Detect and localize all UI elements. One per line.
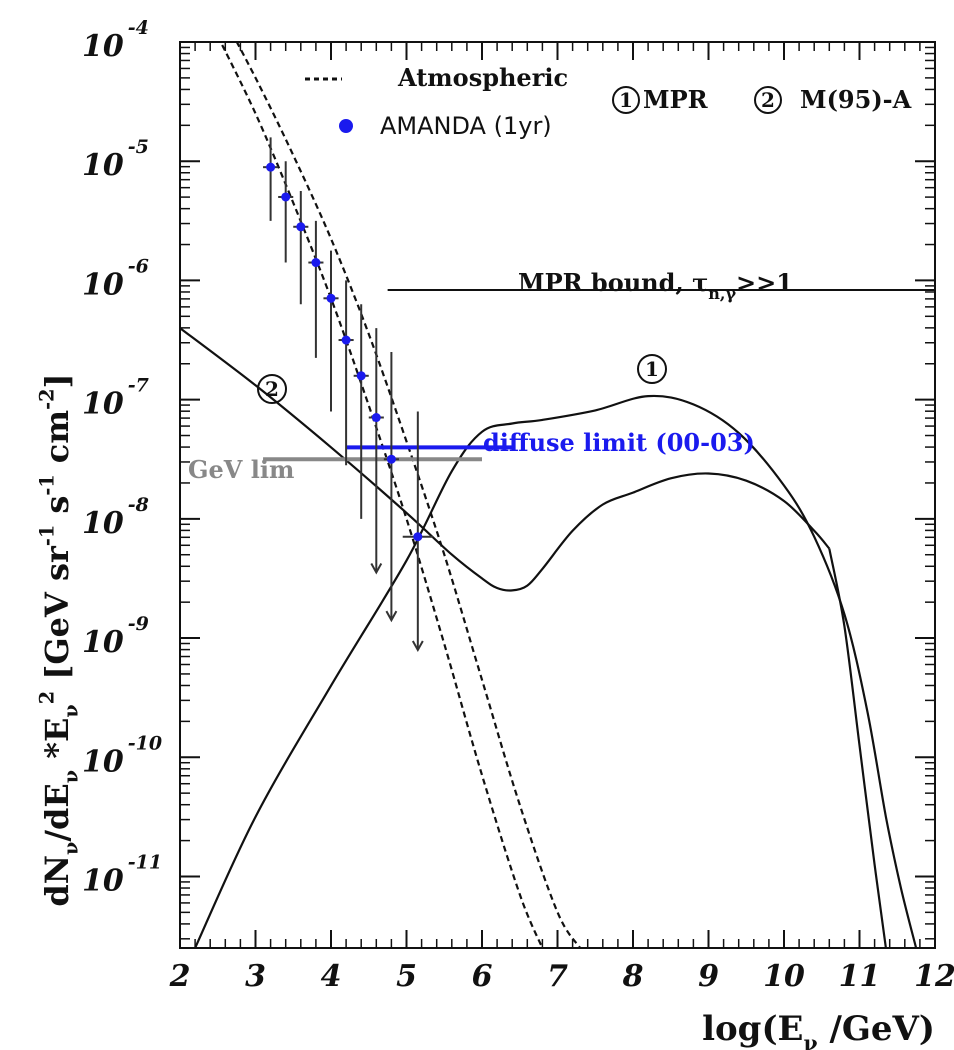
axis-ticks [179,41,936,948]
y-tick-base: 10 [82,29,124,64]
label-text: cm [38,410,76,475]
curve1-marker-circle [637,354,667,384]
y-tick-exponent: -11 [128,851,162,873]
amanda-data-point [266,162,276,172]
label-text: /GeV) [818,1009,935,1049]
y-tick-exponent: -5 [128,136,149,158]
legend-atmospheric-label: Atmospheric [397,63,568,92]
legend-model2-circle [754,86,782,114]
label-subscript: ν [60,770,83,783]
y-tick-base: 10 [82,148,124,183]
y-tick-label: 10-11 [82,851,162,898]
model1-lower-curve [828,548,887,948]
atmospheric-lower-curve [219,42,544,948]
model1-upper-curve [194,394,918,948]
y-tick-label: 10-4 [82,17,149,64]
curve2-marker-number: 2 [265,377,279,401]
legend-amanda-label: AMANDA (1yr) [380,112,552,140]
legend: Atmospheric AMANDA (1yr) 1 MPR 2 M(95)-A [305,63,912,140]
label-subscript: ν [60,842,83,855]
x-tick-label: 9 [698,959,719,994]
y-tick-base: 10 [82,506,124,541]
label-text: [GeV sr [38,545,76,691]
y-tick-exponent: -4 [128,17,149,39]
amanda-data-point [356,371,366,381]
x-tick-label: 6 [472,959,493,994]
label-text: s [38,496,76,525]
x-tick-label: 12 [914,959,954,994]
y-tick-base: 10 [82,387,124,422]
y-tick-exponent: -10 [128,732,162,754]
amanda-data-point [326,293,336,303]
y-tick-exponent: -7 [128,375,149,397]
x-tick-label: 11 [839,959,881,994]
y-tick-label: 10-8 [82,494,149,541]
axis-tick-labels: 2 3 4 5 6 7 8 9 10 11 1210-410-510-610-710-810-910… [82,17,954,994]
label-text: *E [38,718,76,770]
amanda-upper-limit-arrow [411,640,424,653]
x-tick-label: 3 [245,959,266,994]
curve2-marker-circle [257,374,287,404]
y-tick-exponent: -6 [128,255,149,277]
legend-amanda-marker [339,119,353,133]
y-tick-exponent: -8 [128,494,149,516]
amanda-data-point [296,222,306,232]
x-tick-label: 2 [169,959,191,994]
y-tick-label: 10-5 [82,136,149,183]
label-superscript: -2 [36,389,59,410]
y-axis-label: dNν​/dEν​ *Eν​2​ [GeV sr-1​ s-1​ cm-2​] [36,373,83,906]
y-tick-label: 10-6 [82,255,149,302]
amanda-data-points [263,137,433,653]
amanda-data-point [281,192,291,202]
y-tick-base: 10 [82,744,124,779]
x-tick-label: 10 [763,959,805,994]
label-subscript: ν [803,1031,817,1050]
amanda-data-point [371,413,381,423]
y-tick-base: 10 [82,267,124,302]
amanda-data-point [341,335,351,345]
legend-model2-label: M(95)-A [800,85,912,114]
label-text: ] [38,373,76,388]
label-text: /dE [38,783,76,841]
curve1-marker-number: 1 [645,357,659,381]
legend-model1-number: 1 [619,88,633,112]
legend-model1-circle [612,86,640,114]
gev-limit-label: GeV lim [188,455,294,484]
x-tick-label: 5 [396,959,417,994]
x-tick-label: 8 [622,959,644,994]
label-subscript: ν [60,704,83,717]
y-tick-label: 10-10 [82,732,162,779]
x-axis-label: log(Eν​ /GeV) [702,1009,935,1050]
y-tick-label: 10-7 [82,375,149,422]
mpr-bound-label-text: MPR bound, τ [518,268,708,297]
amanda-data-point [413,532,423,542]
legend-model2-number: 2 [761,88,775,112]
amanda-upper-limit-arrow [370,563,383,575]
y-tick-exponent: -9 [128,613,149,635]
diffuse-limit-label: diffuse limit (00-03) [483,428,755,457]
label-superscript: -1 [36,525,59,546]
label-superscript: 2 [36,691,59,704]
legend-model1-label: MPR [643,85,709,114]
amanda-data-point [311,258,321,268]
label-text: dN [38,855,76,907]
mpr-bound-label: MPR bound, τn,γ>>1 [518,268,793,303]
plot-frame [179,41,936,949]
y-tick-base: 10 [82,863,124,898]
mpr-bound-label-suffix: >>1 [736,268,793,297]
mpr-bound-label-subscript: n,γ [708,284,736,303]
label-text: log(E [702,1009,803,1049]
y-tick-base: 10 [82,625,124,660]
amanda-data-point [386,454,396,464]
label-superscript: -1 [36,474,59,495]
y-tick-label: 10-9 [82,613,149,660]
x-tick-label: 7 [547,959,568,994]
amanda-upper-limit-arrow [385,610,398,623]
x-tick-label: 4 [321,959,342,994]
